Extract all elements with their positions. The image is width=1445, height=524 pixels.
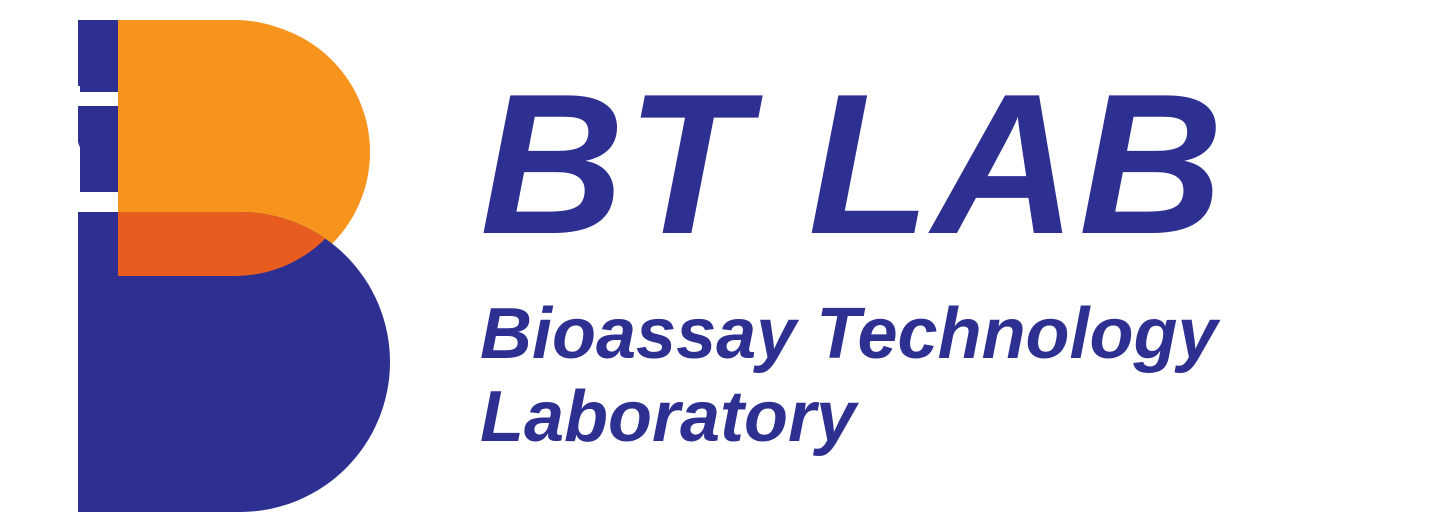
logo-container: BT LAB Bioassay Technology Laboratory	[0, 0, 1445, 524]
sub-title-line1: Bioassay Technology	[480, 294, 1218, 374]
brand-sub-title: Bioassay Technology Laboratory	[480, 293, 1225, 459]
sub-title-line2: Laboratory	[480, 377, 856, 457]
logo-b-icon-clean	[40, 12, 400, 512]
logo-text-block: BT LAB Bioassay Technology Laboratory	[480, 65, 1225, 459]
logo-mark	[40, 12, 400, 512]
brand-main-title: BT LAB	[480, 65, 1225, 265]
